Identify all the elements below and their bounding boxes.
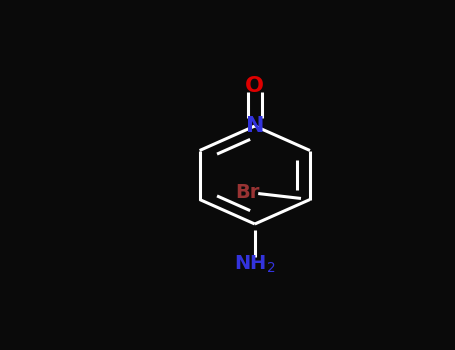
Text: NH$_2$: NH$_2$ xyxy=(234,254,276,275)
Text: N: N xyxy=(246,116,264,136)
Text: Br: Br xyxy=(235,183,259,202)
Text: O: O xyxy=(245,76,264,96)
